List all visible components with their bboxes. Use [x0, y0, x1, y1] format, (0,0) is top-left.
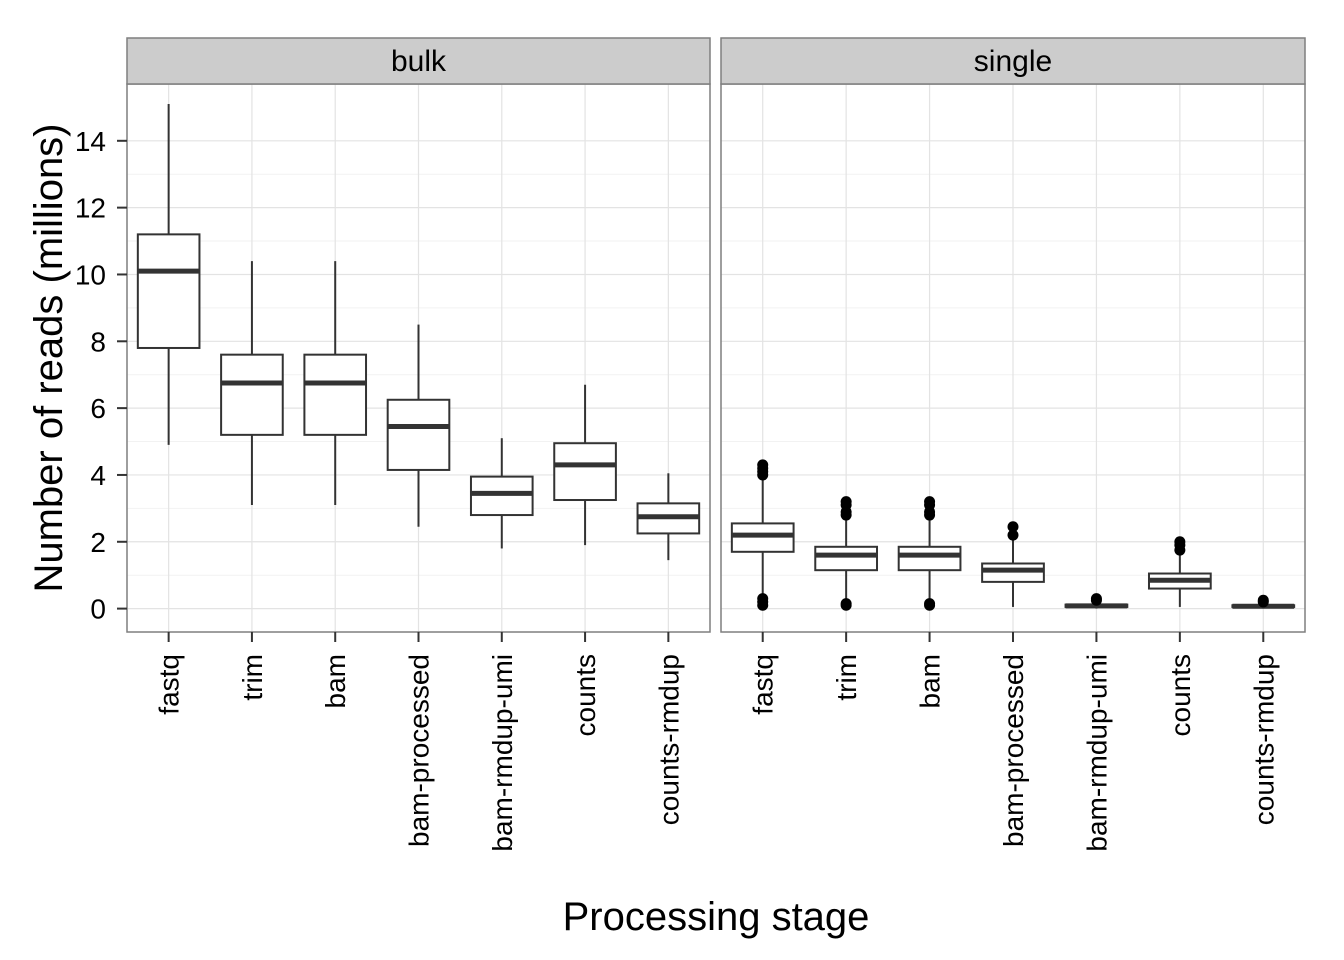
outlier-point: [1090, 593, 1102, 605]
strip-label: single: [974, 45, 1052, 78]
outlier-point: [757, 459, 769, 471]
box-iqr: [814, 545, 879, 572]
x-tick-label: bam-processed: [998, 654, 1029, 847]
y-tick-label: 14: [75, 126, 106, 157]
box-counts-rmdup: [636, 473, 701, 561]
panel-single: single fastq trim bam bam-processed bam-rmdup…: [720, 37, 1306, 852]
outlier-point: [1174, 536, 1186, 548]
box-counts-rmdup: [1231, 594, 1296, 609]
y-tick-label: 2: [90, 527, 106, 558]
box-bam-processed: [981, 521, 1045, 607]
outlier-point: [840, 598, 852, 610]
box-bam-rmdup-umi: [1064, 593, 1129, 609]
box-fastq: [730, 459, 795, 611]
strip-label: bulk: [391, 45, 447, 78]
x-tick-label: bam-rmdup-umi: [487, 654, 518, 852]
y-axis: 0 2 4 6 8 10 12 14: [75, 126, 127, 625]
x-tick-label: counts-rmdup: [1248, 654, 1279, 825]
outlier-point: [757, 593, 769, 605]
x-tick-label: trim: [237, 654, 268, 701]
outlier-point: [1257, 594, 1269, 606]
box-trim: [220, 261, 284, 506]
x-axis-title: Processing stage: [563, 895, 870, 939]
box-iqr: [303, 353, 368, 436]
x-tick-label: bam-processed: [404, 654, 435, 847]
box-counts: [1147, 536, 1212, 607]
x-tick-label: counts-rmdup: [653, 654, 684, 825]
y-tick-label: 8: [90, 326, 106, 357]
box-bam-processed: [386, 324, 451, 527]
y-tick-label: 6: [90, 393, 106, 424]
strip-single: [720, 37, 1306, 85]
outlier-point: [1007, 529, 1019, 541]
x-tick-label: bam: [320, 654, 351, 708]
box-iqr: [897, 545, 962, 572]
box-iqr: [136, 233, 201, 349]
x-tick-label: fastq: [154, 654, 185, 715]
y-axis-title: Number of reads (millions): [27, 123, 71, 592]
outlier-point: [924, 598, 936, 610]
box-counts: [553, 384, 617, 546]
y-tick-label: 4: [90, 460, 106, 491]
box-fastq: [136, 104, 201, 445]
box-iqr: [553, 442, 617, 502]
box-iqr: [220, 353, 284, 436]
outlier-point: [840, 496, 852, 508]
box-bam-rmdup-umi: [469, 438, 534, 549]
box-trim: [814, 496, 879, 611]
box-bam: [897, 496, 962, 611]
x-tick-label: trim: [831, 654, 862, 701]
x-tick-label: counts: [570, 654, 601, 737]
outlier-point: [924, 496, 936, 508]
x-tick-label: counts: [1165, 654, 1196, 737]
y-tick-label: 12: [75, 193, 106, 224]
x-tick-label: bam: [915, 654, 946, 708]
panel-bulk: bulk fastq trim bam bam-processed bam-rmdup-u…: [126, 37, 711, 852]
outlier-point: [1007, 521, 1019, 533]
box-iqr: [730, 522, 795, 553]
x-tick-label: bam-rmdup-umi: [1081, 654, 1112, 852]
x-tick-label: fastq: [748, 654, 779, 715]
y-tick-label: 0: [90, 594, 106, 625]
box-bam: [303, 261, 368, 506]
strip-bulk: [126, 37, 711, 85]
box-iqr: [469, 475, 534, 517]
y-tick-label: 10: [75, 259, 106, 290]
box-iqr: [981, 562, 1045, 583]
box-iqr: [386, 398, 451, 471]
